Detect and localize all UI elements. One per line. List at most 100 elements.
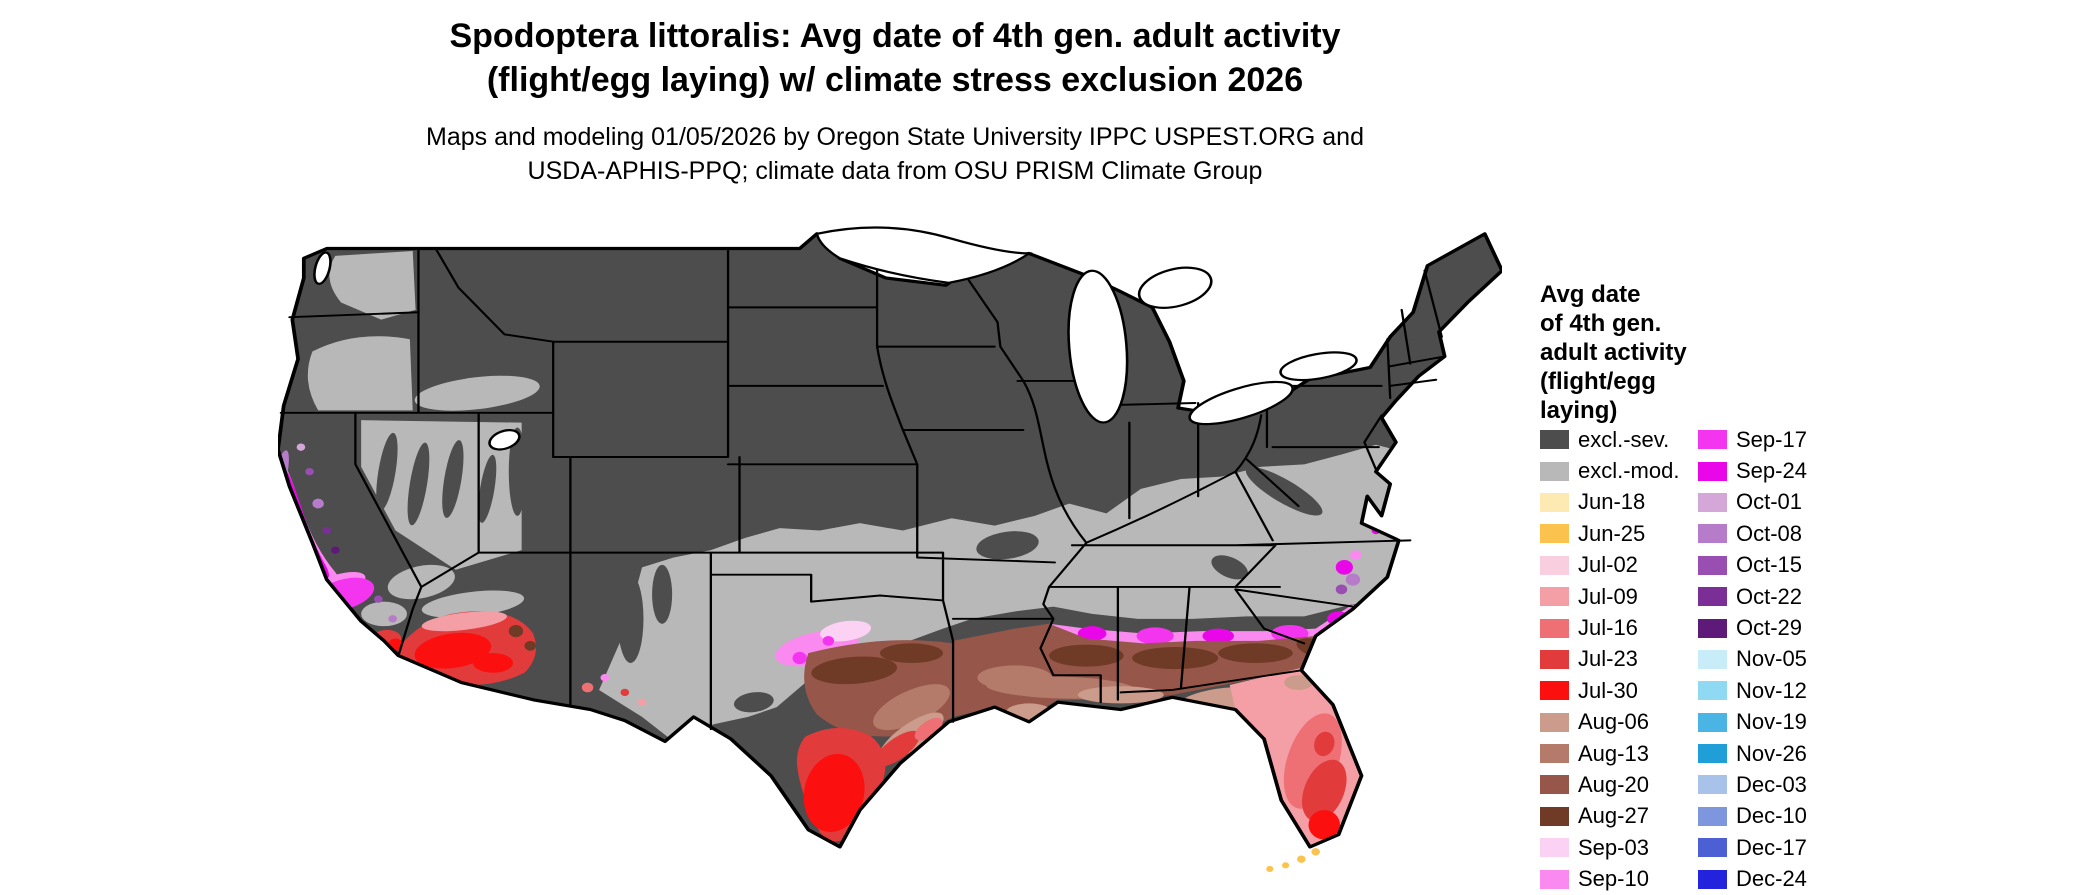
legend-label: Aug-13 (1578, 740, 1649, 766)
legend-swatch (1540, 618, 1569, 638)
legend-label: Oct-01 (1736, 489, 1803, 515)
legend-label: Dec-10 (1736, 803, 1807, 829)
legend-swatch (1698, 806, 1727, 826)
map-region-florida (1229, 667, 1362, 847)
legend-label: Sep-03 (1578, 834, 1649, 860)
map-title-line1: Spodoptera littoralis: Avg date of 4th g… (449, 17, 1341, 55)
legend-swatch (1540, 806, 1569, 826)
legend-swatch (1540, 555, 1569, 575)
legend-label: Nov-12 (1736, 677, 1807, 703)
legend-swatch (1698, 712, 1727, 732)
legend-swatch (1540, 492, 1569, 512)
legend-item: Jul-23 (1540, 644, 1679, 675)
us-map (278, 224, 1502, 880)
legend-item: Oct-29 (1698, 612, 1807, 643)
legend-label: excl.-sev. (1578, 426, 1670, 452)
legend-swatch (1698, 555, 1727, 575)
legend-item: Aug-27 (1540, 801, 1679, 832)
legend-label: Aug-20 (1578, 771, 1649, 797)
legend-label: Sep-24 (1736, 458, 1807, 484)
legend-label: Jul-09 (1578, 583, 1638, 609)
legend-label: Oct-08 (1736, 520, 1803, 546)
map-subtitle-line2: USDA-APHIS-PPQ; climate data from OSU PR… (527, 157, 1263, 185)
map-title: Spodoptera littoralis: Avg date of 4th g… (0, 14, 1790, 102)
legend-label: Sep-17 (1736, 426, 1807, 452)
legend-item: Oct-22 (1698, 581, 1807, 612)
legend-swatch (1540, 587, 1569, 607)
legend-swatch (1698, 744, 1727, 764)
legend-label: Jul-02 (1578, 552, 1638, 578)
legend-item: Nov-12 (1698, 675, 1807, 706)
legend-item: Aug-06 (1540, 707, 1679, 738)
great-lakes (313, 226, 1358, 451)
legend-swatch (1540, 744, 1569, 764)
legend-item: Sep-10 (1540, 863, 1679, 894)
legend-item: Sep-24 (1698, 455, 1807, 486)
legend-label: Aug-27 (1578, 803, 1649, 829)
legend-item: excl.-sev. (1540, 424, 1679, 455)
legend-item: Nov-26 (1698, 738, 1807, 769)
legend-item: Jun-18 (1540, 487, 1679, 518)
legend-label: Oct-29 (1736, 615, 1803, 641)
legend-item: Dec-24 (1698, 863, 1807, 894)
legend-column-1: excl.-sev. excl.-mod. Jun-18 Jun-25 Jul-02 Ju… (1540, 424, 1679, 895)
legend-item: Nov-19 (1698, 707, 1807, 738)
legend-swatch (1540, 430, 1569, 450)
legend-label: Jul-16 (1578, 615, 1638, 641)
legend-item: Dec-03 (1698, 769, 1807, 800)
legend-label: Nov-05 (1736, 646, 1807, 672)
us-map-svg (278, 226, 1502, 873)
legend-item: Jul-16 (1540, 612, 1679, 643)
legend-item: Sep-03 (1540, 832, 1679, 863)
legend-label: Dec-17 (1736, 834, 1807, 860)
legend-swatch (1698, 618, 1727, 638)
legend-swatch (1698, 492, 1727, 512)
florida-keys (1266, 848, 1320, 873)
legend-swatch (1540, 681, 1569, 701)
map-subtitle-line1: Maps and modeling 01/05/2026 by Oregon S… (426, 123, 1364, 151)
state-borders (279, 247, 1446, 731)
legend-item: Jul-30 (1540, 675, 1679, 706)
legend-label: Aug-06 (1578, 709, 1649, 735)
legend-item: Oct-08 (1698, 518, 1807, 549)
legend-item: Nov-05 (1698, 644, 1807, 675)
legend-label: Jul-30 (1578, 677, 1638, 703)
legend-label: Nov-26 (1736, 740, 1807, 766)
legend-label: Jun-25 (1578, 520, 1646, 546)
legend-item: Aug-20 (1540, 769, 1679, 800)
legend-swatch (1540, 869, 1569, 889)
legend-item: excl.-mod. (1540, 455, 1679, 486)
legend-swatch (1698, 869, 1727, 889)
map-region-august (804, 613, 1368, 761)
map-texture-dark-patches (376, 427, 1323, 713)
legend-item: Oct-01 (1698, 487, 1807, 518)
legend-swatch (1698, 775, 1727, 795)
legend-label: Dec-24 (1736, 866, 1807, 892)
legend-item: Jun-25 (1540, 518, 1679, 549)
legend-column-2: Sep-17 Sep-24 Oct-01 Oct-08 Oct-15 Oct-22 Oct-… (1698, 424, 1807, 895)
legend-item: Jul-09 (1540, 581, 1679, 612)
legend-swatch (1698, 649, 1727, 669)
legend-swatch (1698, 461, 1727, 481)
us-outline (278, 232, 1502, 849)
legend-item: Sep-17 (1698, 424, 1807, 455)
legend-label: Sep-10 (1578, 866, 1649, 892)
legend-swatch (1540, 461, 1569, 481)
legend-swatch (1540, 838, 1569, 858)
legend-title-line: laying) (1540, 397, 1618, 424)
legend-item: Jul-02 (1540, 550, 1679, 581)
legend-swatch (1698, 524, 1727, 544)
legend-label: excl.-mod. (1578, 458, 1680, 484)
legend-swatch (1698, 681, 1727, 701)
legend-title-line: (flight/egg (1540, 368, 1656, 395)
legend-label: Jun-18 (1578, 489, 1646, 515)
legend-swatch (1698, 587, 1727, 607)
legend-swatch (1540, 775, 1569, 795)
legend-swatch (1540, 712, 1569, 732)
legend-label: Nov-19 (1736, 709, 1807, 735)
legend-label: Dec-03 (1736, 771, 1807, 797)
legend-item: Dec-10 (1698, 801, 1807, 832)
legend-swatch (1698, 838, 1727, 858)
legend-title-line: of 4th gen. (1540, 310, 1662, 337)
map-subtitle: Maps and modeling 01/05/2026 by Oregon S… (0, 120, 1790, 188)
